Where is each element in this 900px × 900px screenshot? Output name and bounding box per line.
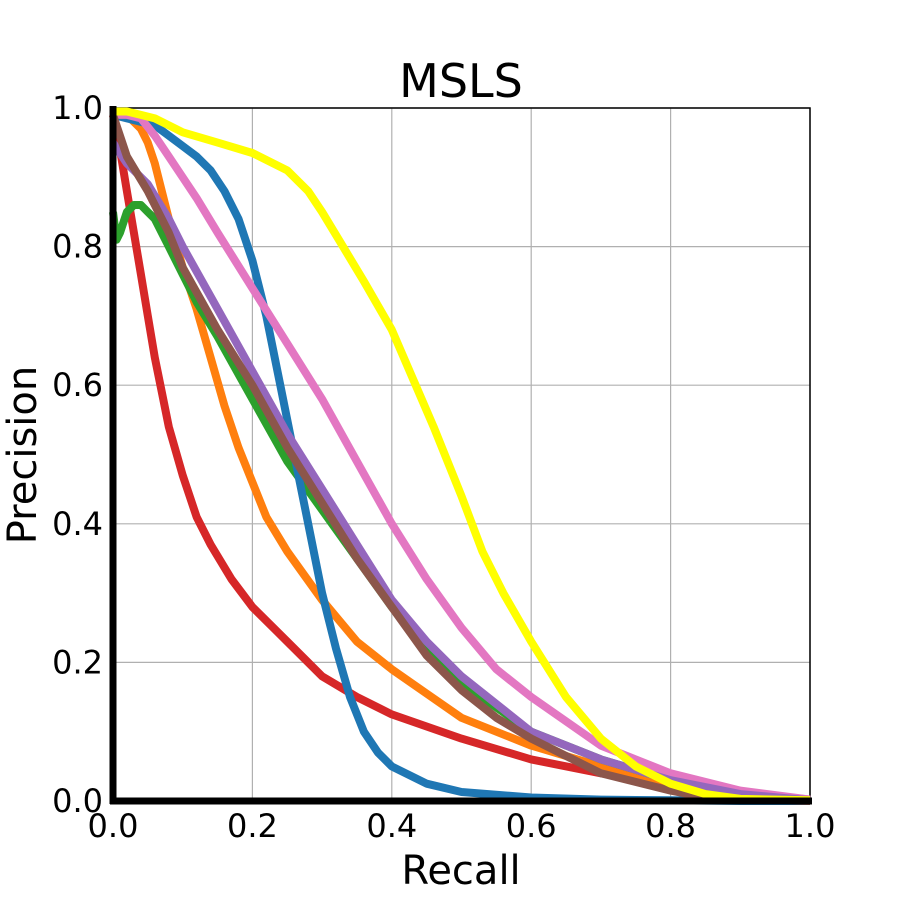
x-tick-label: 0.8 bbox=[645, 807, 696, 845]
x-tick-label: 0.6 bbox=[506, 807, 557, 845]
series-line-purple bbox=[109, 140, 811, 805]
y-tick-label: 0.4 bbox=[52, 505, 103, 543]
y-tick-label: 0.0 bbox=[52, 782, 103, 820]
y-tick-label: 1.0 bbox=[52, 89, 103, 127]
series-line-pink bbox=[113, 110, 811, 804]
x-tick-labels: 0.0 0.2 0.4 0.6 0.8 1.0 bbox=[88, 807, 836, 845]
series-line-red bbox=[109, 114, 811, 804]
y-tick-label: 0.6 bbox=[52, 366, 103, 404]
y-tick-label: 0.2 bbox=[52, 643, 103, 681]
series-group bbox=[109, 107, 811, 805]
x-tick-label: 0.4 bbox=[366, 807, 417, 845]
x-tick-label: 1.0 bbox=[785, 807, 836, 845]
y-axis-title: Precision bbox=[0, 366, 46, 544]
x-axis-title: Recall bbox=[401, 848, 520, 894]
chart-title: MSLS bbox=[399, 54, 523, 108]
y-tick-label: 0.8 bbox=[52, 228, 103, 266]
series-line-brown bbox=[109, 113, 811, 805]
axis-lines bbox=[109, 106, 812, 805]
y-tick-labels: 0.0 0.2 0.4 0.6 0.8 1.0 bbox=[52, 89, 103, 820]
series-line-yellow bbox=[113, 107, 811, 805]
series-line-orange bbox=[113, 110, 811, 805]
x-tick-label: 0.0 bbox=[88, 807, 139, 845]
series-line-blue bbox=[112, 111, 810, 805]
x-tick-label: 0.2 bbox=[227, 807, 278, 845]
